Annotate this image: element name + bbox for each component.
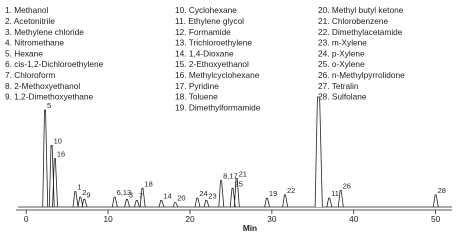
peak-label: 5 — [47, 101, 51, 110]
legend-item: 2. Acetonitrile — [5, 16, 55, 26]
peak — [139, 187, 146, 208]
peak-label: 26 — [343, 181, 351, 190]
legend-item: 22. Dimethylacetamide — [318, 27, 403, 37]
peak — [111, 196, 118, 208]
legend-item: 4. Nitromethane — [5, 38, 64, 48]
peak — [203, 200, 210, 208]
legend-item: 12. Formamide — [175, 27, 231, 37]
peak — [314, 96, 323, 208]
peak — [218, 180, 225, 208]
peak — [233, 178, 240, 208]
x-tick-label: 20 — [185, 214, 195, 224]
legend-item: 27. Tetralin — [318, 81, 359, 91]
legend-item: 10. Cyclohexane — [175, 5, 237, 15]
peak-label: 16 — [57, 150, 65, 159]
peak-label: 19 — [269, 189, 277, 198]
peak — [81, 198, 88, 208]
peak — [48, 145, 55, 208]
peak-label: 20 — [177, 194, 185, 203]
peak-label: 28 — [438, 186, 446, 195]
legend-item: 9. 1,2-Dimethoxyethane — [5, 92, 93, 102]
legend-item: 20. Methyl butyl ketone — [318, 5, 404, 15]
legend-item: 21. Chlorobenzene — [318, 16, 389, 26]
peak — [326, 197, 333, 208]
peak — [52, 158, 58, 208]
peak — [172, 202, 179, 208]
x-tick-label: 30 — [267, 214, 277, 224]
peak-label: 14 — [163, 191, 171, 200]
peak-label: 23 — [208, 191, 216, 200]
legend-item: 24. p-Xylene — [318, 48, 365, 58]
legend-item: 8. 2-Methoxyethanol — [5, 81, 80, 91]
peak — [337, 190, 344, 208]
peak-label: 11 — [331, 189, 339, 198]
x-tick-label: 0 — [24, 214, 29, 224]
legend-item: 14. 1,4-Dioxane — [175, 48, 234, 58]
peak-label: 2 — [82, 188, 86, 197]
x-tick-label: 50 — [431, 214, 441, 224]
x-tick-label: 10 — [103, 214, 113, 224]
legend-item: 1. Methanol — [5, 5, 49, 15]
peak-label: 25 — [235, 179, 243, 188]
legend-item: 5. Hexane — [5, 48, 43, 58]
peak — [134, 200, 140, 208]
peak — [264, 197, 271, 208]
legend-item: 7. Chloroform — [5, 70, 55, 80]
legend-item: 26. n-Methylpyrrolidone — [318, 70, 405, 80]
peak — [194, 197, 201, 208]
legend-item: 17. Pyridine — [175, 81, 219, 91]
peak — [282, 194, 289, 208]
peak-label: 21 — [239, 169, 247, 178]
peak-label: 8,17 — [223, 172, 238, 181]
peak — [432, 194, 439, 208]
peak-label: 1 — [77, 183, 81, 192]
peak-label: 10 — [54, 136, 62, 145]
peak-label: 6,13 — [117, 188, 132, 197]
peak — [124, 198, 130, 208]
peak-label: 22 — [287, 186, 295, 195]
peak-label: 3 — [129, 190, 133, 199]
peak-label: 18 — [144, 179, 152, 188]
x-tick-label: 40 — [349, 214, 359, 224]
x-axis-label: Min — [243, 223, 257, 233]
legend-item: 15. 2-Ethoxyethanol — [175, 59, 249, 69]
peak-label: 9 — [86, 190, 90, 199]
legend-item: 11. Ethylene glycol — [175, 16, 244, 26]
legend-item: 6. cis-1,2-Dichloroethylene — [5, 59, 104, 69]
legend-item: 13. Trichloroethylene — [175, 38, 252, 48]
peak — [72, 191, 79, 208]
peak-label: 24 — [199, 189, 207, 198]
legend-item: 18. Toluene — [175, 92, 218, 102]
legend-item: 3. Methylene chloride — [5, 27, 84, 37]
legend-item: 19. Dimethylformamide — [175, 102, 261, 112]
legend-item: 25. o-Xylene — [318, 59, 365, 69]
legend-item: 16. Methylcyclohexane — [175, 70, 260, 80]
legend-item: 23. m-Xylene — [318, 38, 367, 48]
peak — [158, 200, 165, 208]
peak — [42, 109, 49, 208]
legend-item: 28. Sulfolane — [318, 92, 367, 102]
peak — [229, 187, 236, 208]
peak — [77, 196, 84, 208]
